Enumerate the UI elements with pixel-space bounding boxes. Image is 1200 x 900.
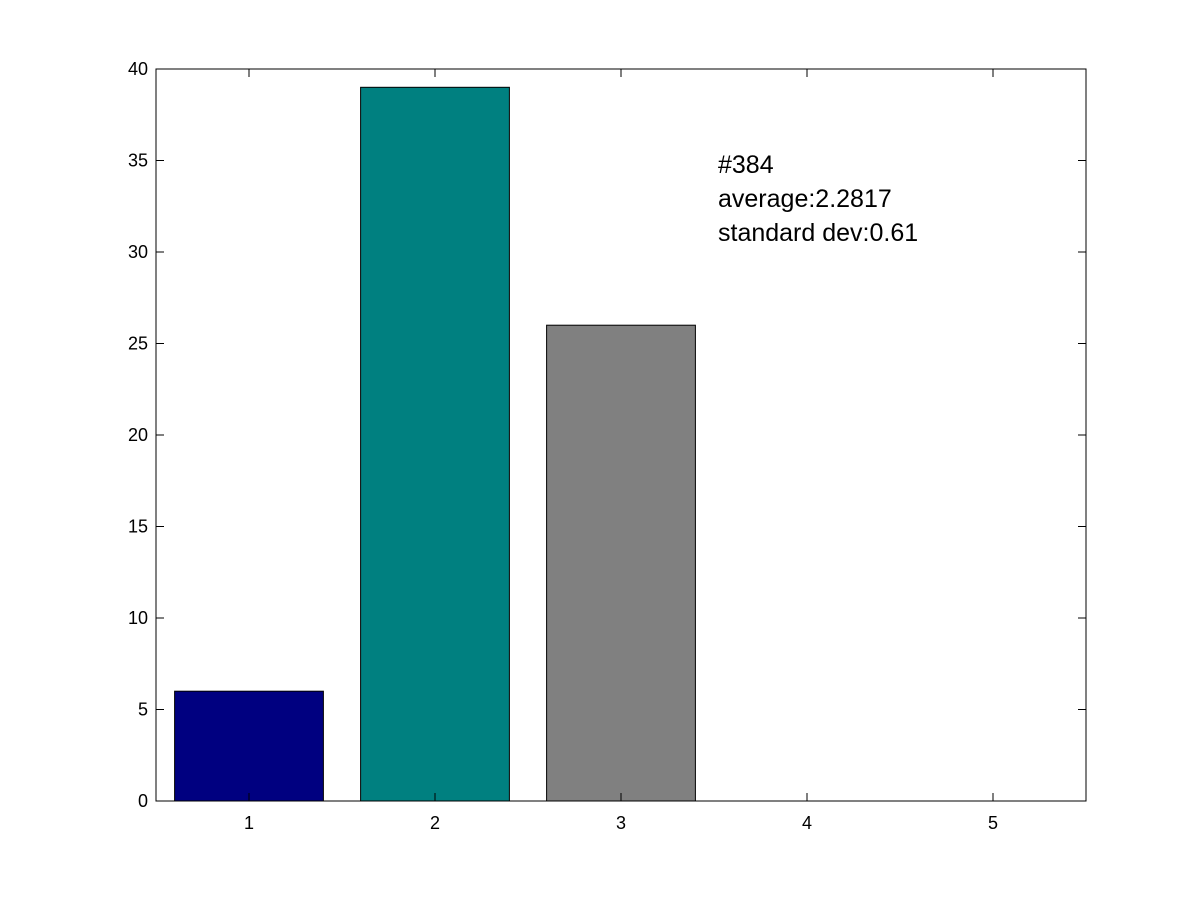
y-tick-label-25: 25 — [128, 334, 148, 354]
y-tick-label-35: 35 — [128, 151, 148, 171]
y-tick-label-10: 10 — [128, 608, 148, 628]
x-tick-label-2: 2 — [430, 813, 440, 833]
y-tick-label-30: 30 — [128, 242, 148, 262]
y-tick-label-20: 20 — [128, 425, 148, 445]
y-tick-label-0: 0 — [138, 791, 148, 811]
x-tick-label-3: 3 — [616, 813, 626, 833]
bar-2 — [360, 86, 510, 802]
x-tick-label-4: 4 — [802, 813, 812, 833]
bar-1 — [174, 690, 324, 802]
y-tick-label-5: 5 — [138, 700, 148, 720]
x-tick-label-1: 1 — [244, 813, 254, 833]
stats-annotation: #384 average:2.2817 standard dev:0.61 — [718, 151, 918, 247]
annotation-line-id: #384 — [718, 151, 774, 179]
bars-layer — [174, 86, 696, 802]
bar-3 — [546, 324, 696, 802]
x-tick-label-5: 5 — [988, 813, 998, 833]
plot-area-frame — [155, 68, 1087, 802]
annotation-line-average: average:2.2817 — [718, 185, 892, 213]
y-tick-label-40: 40 — [128, 59, 148, 79]
y-tick-label-15: 15 — [128, 517, 148, 537]
ticks-layer: 1 2 3 4 5 0 5 10 15 20 25 30 35 40 — [128, 59, 1086, 833]
annotation-line-stddev: standard dev:0.61 — [718, 219, 918, 247]
